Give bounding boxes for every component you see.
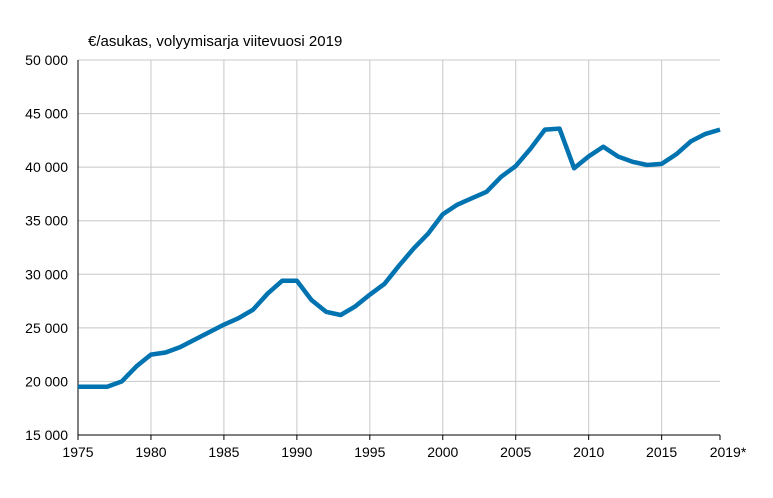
y-tick-label: 25 000: [25, 320, 68, 336]
y-tick-label: 20 000: [25, 373, 68, 389]
y-tick-label: 15 000: [25, 427, 68, 443]
x-tick-label: 1990: [281, 444, 312, 460]
y-tick-label: 45 000: [25, 106, 68, 122]
x-tick-label: 2015: [646, 444, 677, 460]
y-tick-labels: 15 000 20 000 25 000 30 000 35 000 40 000 45 0…: [25, 52, 68, 443]
y-tick-label: 30 000: [25, 266, 68, 282]
x-tick-label: 2000: [427, 444, 458, 460]
y-tick-label: 50 000: [25, 52, 68, 68]
x-tick-label: 1980: [135, 444, 166, 460]
y-tick-label: 40 000: [25, 159, 68, 175]
x-tick-label: 2010: [573, 444, 604, 460]
y-tick-label: 35 000: [25, 213, 68, 229]
series-layer: [77, 126, 721, 390]
axes: [77, 60, 721, 440]
x-tick-labels: 1975 1980 1985 1990 1995 2000 2005 2010 2015 2019…: [62, 444, 746, 460]
x-tick-label: 1995: [354, 444, 385, 460]
x-tick-label: 1975: [62, 444, 93, 460]
x-tick-label: 2005: [500, 444, 531, 460]
gridlines: [78, 59, 720, 435]
y-axis-title: €/asukas, volyymisarja viitevuosi 2019: [88, 33, 342, 50]
x-tick-label: 1985: [208, 444, 239, 460]
x-tick-label: 2019*: [710, 444, 747, 460]
